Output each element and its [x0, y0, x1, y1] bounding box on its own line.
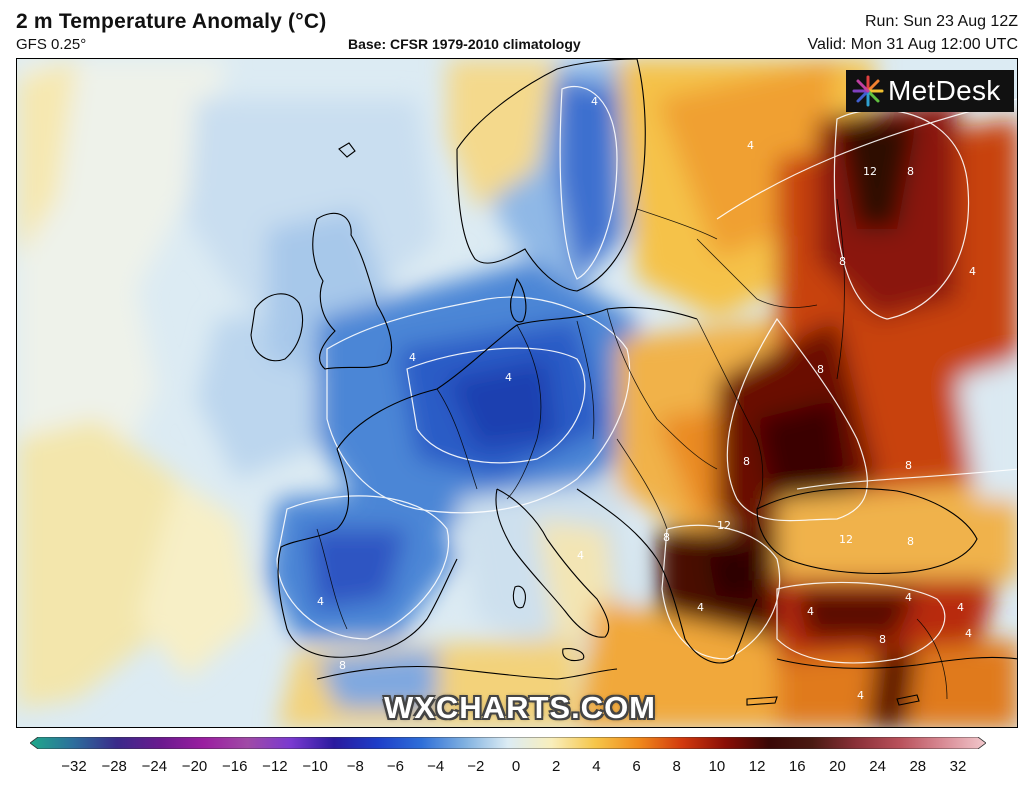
legend-tick-label: 10 [708, 758, 726, 775]
legend-tick-label: 28 [909, 758, 927, 775]
contour-label: 4 [591, 95, 598, 108]
contour-label: 12 [717, 519, 731, 532]
contour-label: 4 [857, 689, 864, 702]
contour-label: 8 [663, 531, 670, 544]
anomaly-field [17, 59, 1017, 727]
legend-colorbar [30, 737, 986, 749]
contour-label: 12 [839, 533, 853, 546]
legend-tick-label: −4 [427, 758, 445, 775]
contour-label: 4 [317, 595, 324, 608]
legend-tick-label: 32 [949, 758, 967, 775]
contour-label: 4 [577, 549, 584, 562]
legend-tick-label: 2 [552, 758, 561, 775]
contour-label: 4 [807, 605, 814, 618]
contour-label: 4 [969, 265, 976, 278]
contour-label: 4 [747, 139, 754, 152]
contour-label: 8 [339, 659, 346, 672]
run-time: Run: Sun 23 Aug 12Z [865, 13, 1018, 30]
contour-label: 4 [409, 351, 416, 364]
contour-label: 8 [905, 459, 912, 472]
legend-tick-label: 16 [788, 758, 806, 775]
coastlines [250, 59, 1017, 706]
contour-label: 4 [957, 601, 964, 614]
country-borders [316, 198, 948, 700]
map-canvas: 4 4 12 8 8 4 4 4 8 8 8 12 8 12 8 4 4 4 4… [17, 59, 1017, 727]
logo-text: MetDesk [888, 75, 1001, 106]
legend-tick-label: −6 [386, 758, 405, 775]
contour-label: 8 [839, 255, 846, 268]
contour-label: 4 [905, 591, 912, 604]
contour-label: 8 [907, 165, 914, 178]
anomaly-map[interactable]: 4 4 12 8 8 4 4 4 8 8 8 12 8 12 8 4 4 4 4… [16, 58, 1018, 728]
watermark: WXCHARTS.COM [383, 690, 657, 725]
contour-label: 4 [697, 601, 704, 614]
legend-tick-label: 12 [748, 758, 766, 775]
valid-time: Valid: Mon 31 Aug 12:00 UTC [807, 36, 1019, 53]
base-climatology: Base: CFSR 1979-2010 climatology [348, 36, 581, 52]
contour-label: 12 [863, 165, 877, 178]
legend-tick-label: −32 [61, 758, 87, 775]
model-name: GFS 0.25° [16, 36, 87, 53]
contour-lines [276, 85, 1017, 664]
contour-label: 4 [505, 371, 512, 384]
legend-tick-label: −16 [221, 758, 248, 775]
metdesk-logo: MetDesk [846, 70, 1014, 112]
legend-tick-label: 4 [592, 758, 601, 775]
legend-tick-label: −20 [181, 758, 208, 775]
legend-tick-label: 6 [632, 758, 641, 775]
contour-label-group: 4 4 12 8 8 4 4 4 8 8 8 12 8 12 8 4 4 4 4… [317, 95, 976, 702]
contour-label: 8 [879, 633, 886, 646]
legend-tick-labels: −32 −28 −24 −20 −16 −12 −10 −8 −6 −4 −2 0 2 4 6 8 10 12 16… [0, 758, 1024, 778]
legend-tick-label: 24 [869, 758, 886, 775]
legend-tick-label: −10 [302, 758, 328, 775]
legend-tick-label: −12 [262, 758, 288, 775]
contour-label: 4 [965, 627, 972, 640]
metdesk-starburst-icon [852, 75, 884, 107]
legend-tick-label: −24 [141, 758, 168, 775]
contour-label: 8 [743, 455, 750, 468]
contour-label: 8 [907, 535, 914, 548]
legend-tick-label: 20 [829, 758, 846, 775]
legend-tick-label: −28 [101, 758, 127, 775]
legend-tick-label: −2 [467, 758, 485, 775]
legend-tick-label: −8 [346, 758, 364, 775]
legend-tick-label: 8 [672, 758, 681, 775]
contour-label: 8 [817, 363, 824, 376]
legend-tick-label: 0 [511, 758, 521, 775]
map-title: 2 m Temperature Anomaly (°C) [16, 10, 327, 33]
